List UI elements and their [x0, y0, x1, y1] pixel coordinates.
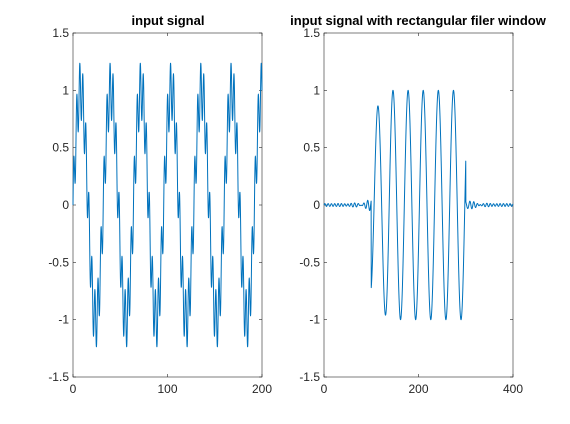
series-group — [323, 89, 514, 321]
y-tick-label: 0 — [313, 198, 320, 212]
y-tick-label: -0.5 — [48, 255, 69, 269]
x-tick-label: 200 — [252, 382, 272, 396]
x-tick-label: 0 — [70, 382, 77, 396]
chart-title: input signal with rectangular filer wind… — [290, 13, 547, 28]
axis-ticks — [72, 32, 263, 378]
series-line — [72, 62, 263, 348]
y-tick-label: 1.5 — [52, 26, 69, 40]
axis-tick-labels: -1.5 -1 -0.5 0 0.5 1 1.5 0 100 200 — [48, 26, 272, 396]
y-tick-label: 1 — [62, 83, 69, 97]
chart-title: input signal — [132, 13, 205, 28]
y-tick-label: -0.5 — [299, 255, 320, 269]
y-tick-label: 0.5 — [303, 141, 320, 155]
x-tick-label: 200 — [408, 382, 428, 396]
subplot-input-signal: input signal -1.5 -1 -0.5 0 0.5 1 1.5 0 100 200 — [48, 13, 272, 396]
series-group — [72, 62, 263, 348]
y-tick-label: 1 — [313, 83, 320, 97]
subplot-windowed-signal: input signal with rectangular filer wind… — [290, 13, 547, 396]
axis-tick-labels: -1.5 -1 -0.5 0 0.5 1 1.5 0 200 400 — [299, 26, 523, 396]
y-tick-label: -1 — [309, 313, 320, 327]
y-tick-label: 0.5 — [52, 141, 69, 155]
series-line — [323, 89, 514, 321]
y-tick-label: -1.5 — [48, 370, 69, 384]
y-tick-label: 1.5 — [303, 26, 320, 40]
x-tick-label: 0 — [321, 382, 328, 396]
y-tick-label: -1 — [58, 313, 69, 327]
y-tick-label: -1.5 — [299, 370, 320, 384]
x-tick-label: 400 — [503, 382, 523, 396]
y-tick-label: 0 — [62, 198, 69, 212]
x-tick-label: 100 — [157, 382, 177, 396]
